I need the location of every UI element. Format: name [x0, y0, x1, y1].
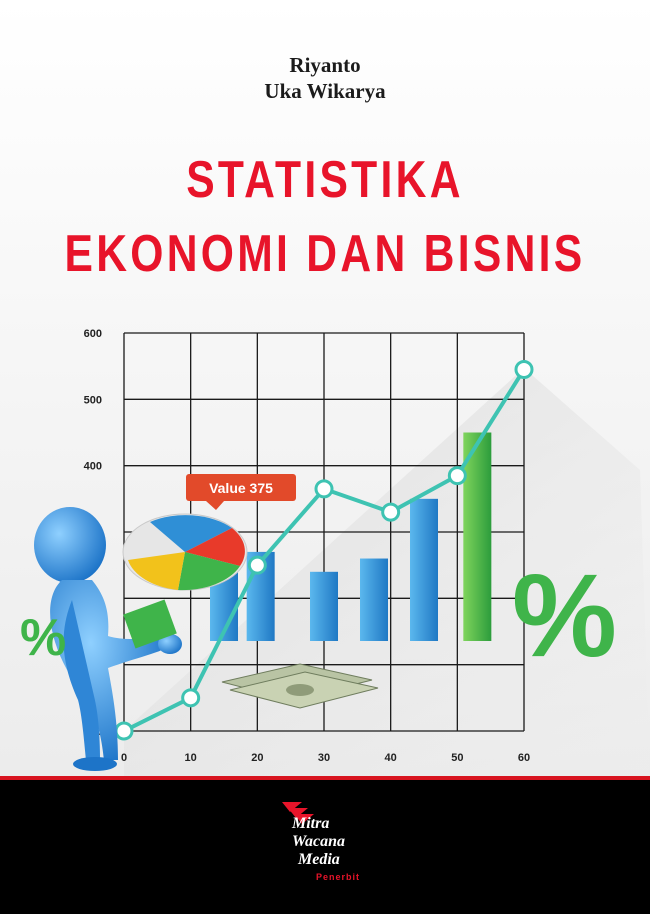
- x-tick-label: 40: [385, 752, 397, 764]
- x-tick-label: 20: [251, 752, 263, 764]
- publisher-logo: Mitra Wacana Media Penerbit: [278, 798, 398, 888]
- author-block: Riyanto Uka Wikarya: [0, 52, 650, 104]
- chart-bar: [310, 571, 338, 641]
- x-tick-label: 60: [518, 752, 530, 764]
- chart-grid: [123, 332, 525, 732]
- data-point: [114, 721, 134, 741]
- x-tick-label: 30: [318, 752, 330, 764]
- x-tick-label: 0: [121, 752, 127, 764]
- x-tick-label: 50: [451, 752, 463, 764]
- money-icon: [221, 663, 379, 709]
- data-point: [314, 479, 334, 499]
- percent-left-icon: %: [20, 609, 66, 667]
- publisher-name-line3: Media: [298, 851, 340, 868]
- chart-bar: [410, 498, 438, 641]
- data-point: [447, 466, 467, 486]
- publisher-name-line2: Wacana: [292, 833, 346, 850]
- publisher-mark-icon: [282, 802, 314, 824]
- data-point: [381, 502, 401, 522]
- chart-bar: [463, 432, 492, 641]
- pie-chart-icon: [122, 513, 248, 591]
- annotation-label: Value 375: [209, 480, 273, 496]
- cover-illustration: Value 375 010020030040050060001020304050…: [20, 328, 650, 780]
- publisher-tagline: Penerbit: [316, 872, 361, 882]
- x-tick-label: 10: [185, 752, 197, 764]
- book-title-line-2: EKONOMI DAN BISNIS: [64, 225, 586, 283]
- blue-figure-icon: [34, 507, 182, 771]
- data-point: [247, 555, 267, 575]
- y-tick-label: 600: [84, 328, 102, 340]
- value-annotation: Value 375: [186, 474, 296, 510]
- chart-line-series: [114, 359, 534, 741]
- author-1: Riyanto: [289, 53, 361, 77]
- percent-right-icon: %: [512, 550, 617, 682]
- book-title-line-1: STATISTIKA: [186, 151, 464, 209]
- cover-bottom-band: [0, 780, 650, 914]
- data-point: [181, 688, 201, 708]
- publisher-name-line1: Mitra: [292, 815, 330, 832]
- data-point: [514, 359, 534, 379]
- y-tick-label: 400: [84, 461, 102, 473]
- chart-bar: [360, 558, 388, 641]
- y-tick-label: 500: [84, 394, 102, 406]
- author-2: Uka Wikarya: [264, 79, 386, 103]
- cover-red-stripe: [0, 776, 650, 782]
